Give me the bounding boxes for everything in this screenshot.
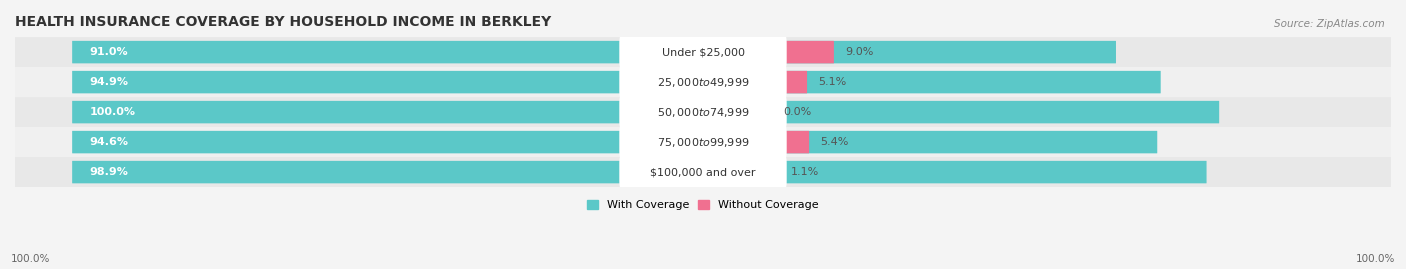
Legend: With Coverage, Without Coverage: With Coverage, Without Coverage	[582, 195, 824, 214]
Text: HEALTH INSURANCE COVERAGE BY HOUSEHOLD INCOME IN BERKLEY: HEALTH INSURANCE COVERAGE BY HOUSEHOLD I…	[15, 15, 551, 29]
Text: $75,000 to $99,999: $75,000 to $99,999	[657, 136, 749, 148]
Text: 98.9%: 98.9%	[90, 167, 128, 177]
FancyBboxPatch shape	[772, 131, 808, 153]
Text: 91.0%: 91.0%	[90, 47, 128, 57]
Text: $25,000 to $49,999: $25,000 to $49,999	[657, 76, 749, 89]
FancyBboxPatch shape	[619, 64, 787, 100]
FancyBboxPatch shape	[619, 124, 787, 160]
FancyBboxPatch shape	[15, 37, 1391, 67]
FancyBboxPatch shape	[619, 94, 787, 130]
Text: 5.4%: 5.4%	[821, 137, 849, 147]
FancyBboxPatch shape	[772, 41, 834, 63]
Text: 100.0%: 100.0%	[1355, 254, 1395, 264]
FancyBboxPatch shape	[619, 34, 787, 70]
FancyBboxPatch shape	[772, 71, 807, 93]
FancyBboxPatch shape	[72, 101, 1219, 123]
FancyBboxPatch shape	[15, 97, 1391, 127]
FancyBboxPatch shape	[72, 41, 1116, 63]
FancyBboxPatch shape	[619, 154, 787, 190]
FancyBboxPatch shape	[72, 71, 1161, 93]
FancyBboxPatch shape	[15, 127, 1391, 157]
FancyBboxPatch shape	[72, 161, 1206, 183]
Text: 0.0%: 0.0%	[783, 107, 811, 117]
Text: 5.1%: 5.1%	[818, 77, 846, 87]
FancyBboxPatch shape	[772, 161, 779, 183]
FancyBboxPatch shape	[72, 131, 1157, 153]
Text: 100.0%: 100.0%	[11, 254, 51, 264]
Text: 100.0%: 100.0%	[90, 107, 135, 117]
Text: $50,000 to $74,999: $50,000 to $74,999	[657, 106, 749, 119]
Text: 9.0%: 9.0%	[845, 47, 873, 57]
FancyBboxPatch shape	[15, 157, 1391, 187]
Text: 1.1%: 1.1%	[790, 167, 820, 177]
Text: 94.9%: 94.9%	[90, 77, 128, 87]
FancyBboxPatch shape	[15, 67, 1391, 97]
Text: Under $25,000: Under $25,000	[661, 47, 745, 57]
Text: 94.6%: 94.6%	[90, 137, 128, 147]
Text: Source: ZipAtlas.com: Source: ZipAtlas.com	[1274, 19, 1385, 29]
Text: $100,000 and over: $100,000 and over	[650, 167, 756, 177]
